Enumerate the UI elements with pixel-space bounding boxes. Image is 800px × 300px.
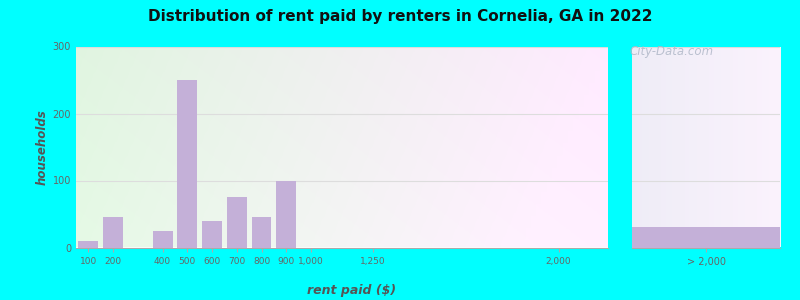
Bar (178, 80, 198, 248)
Bar (227, 197, 246, 248)
Bar (632, 227, 780, 248)
Bar (153, 231, 173, 248)
Bar (252, 217, 271, 247)
Text: City-Data.com: City-Data.com (630, 44, 714, 58)
Bar (103, 217, 123, 247)
Y-axis label: households: households (35, 109, 49, 185)
Bar (78, 241, 98, 247)
Bar (277, 181, 296, 248)
Bar (202, 221, 222, 247)
Text: rent paid ($): rent paid ($) (307, 284, 397, 297)
Text: Distribution of rent paid by renters in Cornelia, GA in 2022: Distribution of rent paid by renters in … (148, 9, 652, 24)
